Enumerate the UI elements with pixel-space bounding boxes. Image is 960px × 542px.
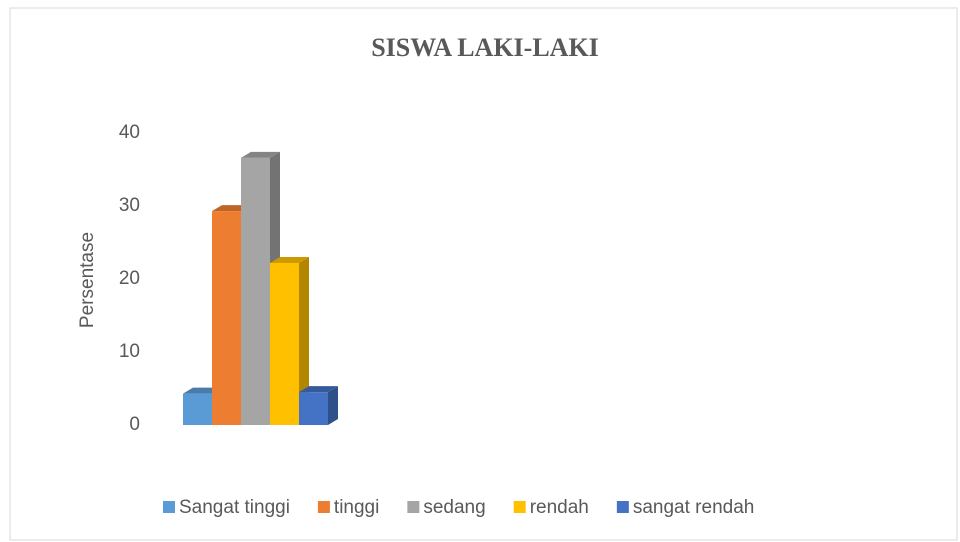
legend-swatch xyxy=(163,501,175,513)
bar xyxy=(212,211,241,425)
bar xyxy=(299,392,328,425)
legend-label: rendah xyxy=(530,497,589,518)
legend-label: sangat rendah xyxy=(633,497,755,518)
legend-label: sedang xyxy=(423,497,485,518)
bar xyxy=(241,157,270,425)
bar-top xyxy=(299,386,338,393)
y-tick-label: 40 xyxy=(119,122,140,143)
y-axis-label: Persentase xyxy=(77,232,98,328)
bar xyxy=(270,262,299,425)
bar xyxy=(183,393,212,425)
chart-title: SISWA LAKI-LAKI xyxy=(371,33,599,62)
y-tick-label: 10 xyxy=(119,341,140,362)
chart-border xyxy=(9,7,958,541)
bar-side xyxy=(328,386,338,425)
legend-swatch xyxy=(616,501,629,513)
legend-swatch xyxy=(317,501,330,513)
y-tick-label: 0 xyxy=(129,414,140,435)
bar-top xyxy=(270,256,309,263)
y-tick-label: 30 xyxy=(119,195,140,216)
legend-label: tinggi xyxy=(334,497,379,518)
bar-side xyxy=(299,256,309,425)
legend-swatch xyxy=(407,501,420,513)
y-tick-label: 20 xyxy=(119,268,140,289)
legend-label: Sangat tinggi xyxy=(179,497,290,518)
bar-top xyxy=(241,151,280,158)
legend-swatch xyxy=(513,501,526,513)
